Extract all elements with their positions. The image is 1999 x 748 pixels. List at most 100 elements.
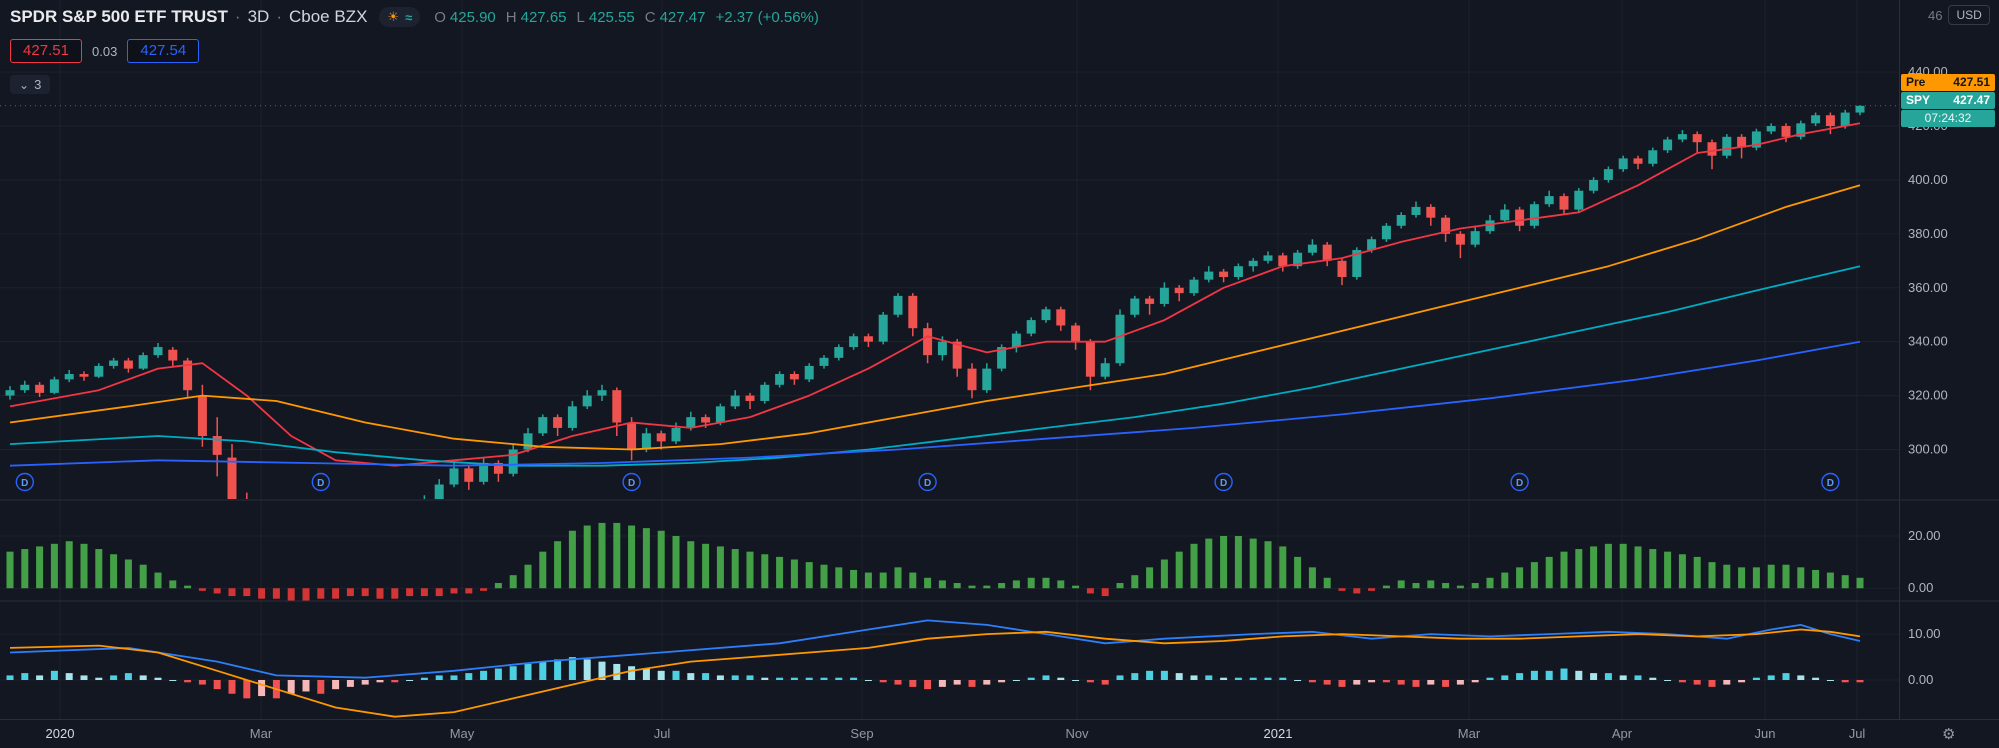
premarket-price-badge: Pre 427.51 xyxy=(1901,74,1995,91)
dividend-marker xyxy=(1214,472,1233,492)
currency-toggle-button[interactable]: USD xyxy=(1948,5,1990,25)
candle-body xyxy=(745,395,755,401)
momentum-histogram-bar xyxy=(1427,580,1435,589)
candle-body xyxy=(553,417,563,428)
high-label: H xyxy=(505,8,517,26)
candle-body xyxy=(1677,134,1687,140)
time-axis-month-label: Jul xyxy=(653,726,671,741)
oscillator-histogram-bar xyxy=(879,680,887,683)
candle-body xyxy=(1796,123,1806,137)
momentum-histogram-bar xyxy=(1545,556,1553,589)
pane2-tick-label: 10.00 xyxy=(1908,626,1941,641)
candle-body xyxy=(1455,233,1465,245)
oscillator-histogram-bar xyxy=(124,673,132,680)
gear-icon[interactable]: ⚙ xyxy=(1942,726,1956,743)
oscillator-histogram-bar xyxy=(894,680,902,685)
ma-slow-line xyxy=(9,265,1861,467)
momentum-histogram-bar xyxy=(746,551,754,589)
momentum-histogram-bar xyxy=(554,541,562,589)
oscillator-histogram-bar xyxy=(1501,675,1509,680)
open-value: 425.90 xyxy=(449,8,496,26)
candle-body xyxy=(997,347,1007,369)
candle-body xyxy=(1751,131,1761,148)
bid-price-button[interactable]: 427.51 xyxy=(10,39,82,63)
candle-body xyxy=(227,457,237,499)
oscillator-histogram-bar xyxy=(1575,670,1583,680)
candle-body xyxy=(819,357,829,366)
momentum-histogram-bar xyxy=(924,577,932,589)
premarket-price: 427.51 xyxy=(1953,75,1990,89)
momentum-histogram-bar xyxy=(287,588,295,601)
oscillator-histogram-bar xyxy=(1308,680,1316,683)
candle-body xyxy=(567,406,577,428)
momentum-histogram-bar xyxy=(480,588,488,591)
momentum-histogram-bar xyxy=(435,588,443,597)
momentum-histogram-bar xyxy=(1619,543,1627,589)
candle-body xyxy=(1071,325,1081,342)
momentum-histogram-bar xyxy=(805,562,813,589)
indicators-collapse-button[interactable]: ⌄ 3 xyxy=(10,75,51,94)
oscillator-histogram-bar xyxy=(1338,680,1346,687)
oscillator-histogram-bar xyxy=(1279,677,1287,680)
momentum-histogram-bar xyxy=(1234,535,1242,589)
countdown-value: 07:24:32 xyxy=(1924,111,1972,125)
candle-body xyxy=(1056,309,1066,326)
candle-body xyxy=(183,360,193,391)
oscillator-histogram-bar xyxy=(1826,680,1834,681)
time-axis[interactable]: ⚙ 2020 Mar May Jul Sep Nov 2021 Mar Apr Jun Jul xyxy=(0,719,1999,748)
candle-body xyxy=(1278,255,1288,267)
momentum-histogram-bar xyxy=(1797,567,1805,589)
time-axis-month-label: Jul xyxy=(1848,726,1866,741)
exchange-label[interactable]: Cboe BZX xyxy=(288,7,368,26)
oscillator-histogram-bar xyxy=(1234,677,1242,680)
candle-body xyxy=(35,384,45,393)
dividend-circle xyxy=(311,472,330,492)
momentum-histogram-bar xyxy=(1856,577,1864,589)
time-axis-month-label: Jun xyxy=(1754,726,1776,741)
momentum-histogram-bar xyxy=(790,559,798,589)
momentum-histogram-bar xyxy=(1146,567,1154,589)
momentum-histogram-bar xyxy=(391,588,399,599)
momentum-histogram-bar xyxy=(332,588,340,599)
oscillator-histogram-bar xyxy=(746,675,754,680)
oscillator-histogram-bar xyxy=(1812,677,1820,680)
ask-price-button[interactable]: 427.54 xyxy=(127,39,200,63)
momentum-histogram-bar xyxy=(1501,572,1509,589)
momentum-histogram-bar xyxy=(1353,588,1361,594)
momentum-histogram-bar xyxy=(139,564,147,589)
candle-body xyxy=(1559,196,1569,210)
oscillator-histogram-bar xyxy=(1397,680,1405,685)
oscillator-histogram-bar xyxy=(465,673,473,680)
oscillator-histogram-bar xyxy=(1086,680,1094,683)
candle-body xyxy=(1544,196,1554,205)
oscillator-histogram-bar xyxy=(110,675,118,680)
bar-close-countdown-badge: 07:24:32 xyxy=(1901,110,1995,127)
momentum-histogram-bar xyxy=(1131,575,1139,589)
candle-body xyxy=(1233,266,1243,277)
momentum-histogram-bar xyxy=(95,549,103,589)
momentum-histogram-bar xyxy=(998,583,1006,589)
dividend-marker xyxy=(622,472,641,492)
oscillator-histogram-bar xyxy=(1456,680,1464,685)
momentum-histogram-bar xyxy=(1220,535,1228,589)
candle-body xyxy=(1204,271,1214,280)
market-status-pill[interactable]: ☀ ≈ xyxy=(379,7,421,27)
momentum-histogram-bar xyxy=(568,530,576,589)
momentum-histogram-bar xyxy=(243,588,251,597)
candle-body xyxy=(982,368,992,391)
candle-body xyxy=(197,395,207,437)
time-axis-month-label: Mar xyxy=(249,726,273,741)
candle-body xyxy=(1026,320,1036,334)
momentum-histogram-bar xyxy=(21,549,29,589)
candle-body xyxy=(1307,244,1317,253)
oscillator-histogram-bar xyxy=(1530,670,1538,680)
interval-label[interactable]: 3D xyxy=(247,7,270,26)
candle-body xyxy=(523,433,533,450)
momentum-histogram-bar xyxy=(628,525,636,589)
momentum-histogram-bar xyxy=(938,580,946,589)
symbol-title[interactable]: SPDR S&P 500 ETF TRUST xyxy=(10,7,228,26)
momentum-histogram-bar xyxy=(1456,585,1464,589)
oscillator-histogram-bar xyxy=(554,659,562,680)
momentum-histogram-bar xyxy=(1190,543,1198,589)
